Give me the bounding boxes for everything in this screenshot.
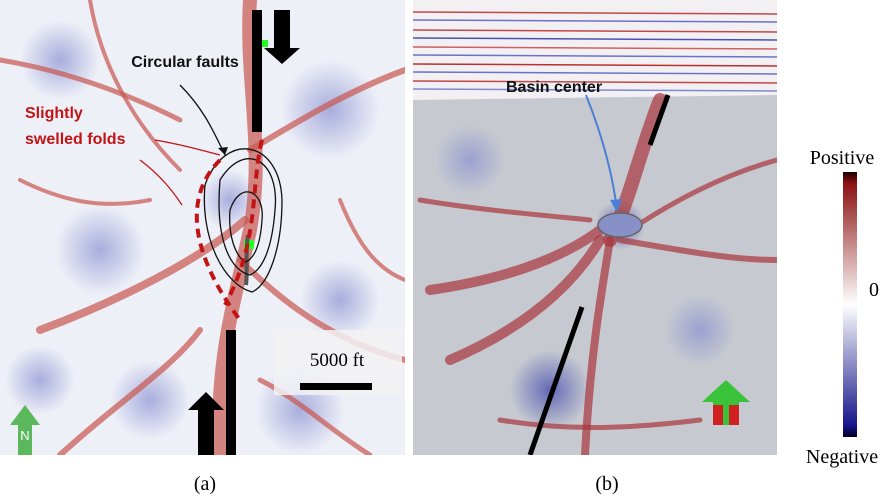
figure: Circular faults Slightly swelled folds 5… bbox=[0, 0, 891, 497]
scale-bar-label: 5000 ft bbox=[310, 350, 365, 371]
annotation: swelled folds bbox=[25, 131, 126, 148]
caption: (a) bbox=[194, 473, 216, 495]
panel-b-image bbox=[413, 0, 777, 455]
color-bar-label: 0 bbox=[869, 279, 879, 301]
color-bar-label: Positive bbox=[810, 147, 875, 169]
color-bar-label: Negative bbox=[806, 446, 878, 468]
annotation: Circular faults bbox=[131, 54, 239, 71]
color-bar bbox=[843, 172, 857, 437]
north-label: N bbox=[20, 428, 29, 443]
annotation: Slightly bbox=[25, 105, 83, 122]
caption: (b) bbox=[595, 473, 618, 495]
annotation: Basin center bbox=[506, 79, 602, 96]
